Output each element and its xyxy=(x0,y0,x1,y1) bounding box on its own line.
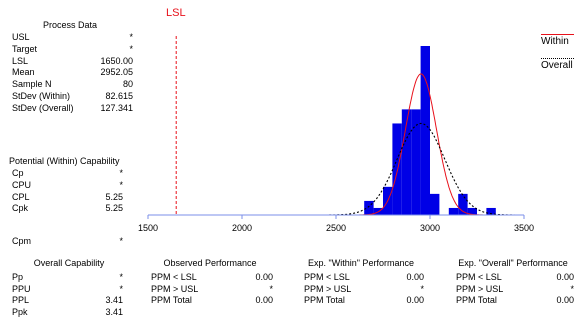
potential-label: Cp xyxy=(12,168,24,178)
process-data-value: 82.615 xyxy=(105,91,133,101)
histogram-bar xyxy=(430,193,440,215)
observed-value: * xyxy=(269,283,273,294)
observed-value: 0.00 xyxy=(255,272,273,282)
cpm-value: * xyxy=(119,236,123,246)
process-data-value: 1650.00 xyxy=(100,55,133,66)
exp-within-value: 0.00 xyxy=(406,272,424,282)
process-data-value: 127.341 xyxy=(100,102,133,113)
observed-value: 0.00 xyxy=(255,295,273,306)
overall-curve xyxy=(325,122,517,216)
within-curve xyxy=(358,73,484,216)
exp-within-label: PPM > USL xyxy=(304,283,352,294)
histogram-bar xyxy=(401,109,412,215)
potential-value: * xyxy=(119,179,123,190)
exp-overall-value: * xyxy=(570,283,574,294)
potential-label: CPL xyxy=(12,191,30,202)
potential-value: 5.25 xyxy=(105,191,123,202)
process-data-value: * xyxy=(129,32,133,42)
process-data-label: Mean xyxy=(12,67,35,78)
potential-value: 5.25 xyxy=(105,203,123,214)
exp-overall-label: PPM > USL xyxy=(456,283,504,294)
potential-label: CPU xyxy=(12,179,32,190)
process-data-label: USL xyxy=(12,32,30,42)
histogram-bar xyxy=(420,46,430,215)
observed-label: PPM < LSL xyxy=(151,272,197,282)
histogram-bar xyxy=(486,207,496,215)
exp-overall-value: 0.00 xyxy=(556,295,574,306)
exp-within-value: 0.00 xyxy=(406,295,424,306)
histogram-bar xyxy=(448,207,459,215)
potential-value: * xyxy=(119,168,123,178)
histogram-bar xyxy=(411,109,421,215)
process-data-label: StDev (Within) xyxy=(12,91,71,101)
x-axis-ticks: 1500 2000 2500 3000 3500 xyxy=(138,215,534,233)
legend-within-swatch xyxy=(541,34,574,35)
exp-overall-title: Exp. "Overall" Performance xyxy=(458,258,568,268)
histogram-bar xyxy=(467,207,477,215)
process-data-label: LSL xyxy=(12,55,29,66)
overall-title: Overall Capability xyxy=(33,258,105,268)
overall-value: 3.41 xyxy=(105,306,123,317)
overall-value: * xyxy=(119,283,123,294)
histogram-bar xyxy=(364,200,374,215)
exp-within-value: * xyxy=(420,283,424,294)
x-tick-label: 3500 xyxy=(514,223,534,233)
observed-label: PPM Total xyxy=(151,295,192,306)
x-tick-label: 3000 xyxy=(420,223,440,233)
overall-value: 3.41 xyxy=(105,295,123,306)
overall-value: * xyxy=(119,272,123,282)
process-data-value: 80 xyxy=(122,79,133,90)
process-data-value: * xyxy=(129,43,133,54)
observed-title: Observed Performance xyxy=(163,258,257,268)
exp-overall-label: PPM Total xyxy=(456,295,497,306)
lsl-label: LSL xyxy=(166,7,186,19)
x-tick-label: 2500 xyxy=(326,223,346,233)
overall-label: PPL xyxy=(12,295,30,306)
exp-within-label: PPM < LSL xyxy=(304,272,350,282)
legend-within-label: Within xyxy=(541,36,569,47)
observed-label: PPM > USL xyxy=(151,283,199,294)
process-data-label: Sample N xyxy=(12,79,52,90)
exp-within-title: Exp. "Within" Performance xyxy=(308,258,414,268)
process-data-value: 2952.05 xyxy=(100,67,133,78)
process-data-label: StDev (Overall) xyxy=(12,102,74,113)
exp-within-label: PPM Total xyxy=(304,295,345,306)
exp-overall-value: 0.00 xyxy=(556,272,574,282)
process-data-label: Target xyxy=(12,43,38,54)
exp-overall-label: PPM < LSL xyxy=(456,272,502,282)
overall-label: Pp xyxy=(12,272,24,282)
histogram-bar xyxy=(458,193,468,215)
potential-label: Cpk xyxy=(12,203,29,214)
process-data-title: Process Data xyxy=(42,20,98,30)
cpm-label: Cpm xyxy=(12,236,32,246)
legend-overall-swatch xyxy=(541,58,574,59)
x-tick-label: 2000 xyxy=(232,223,252,233)
x-tick-label: 1500 xyxy=(138,223,158,233)
overall-label: PPU xyxy=(12,283,31,294)
legend-overall-label: Overall xyxy=(541,60,573,71)
potential-title: Potential (Within) Capability xyxy=(9,156,120,166)
histogram-bar xyxy=(392,123,402,215)
overall-label: Ppk xyxy=(12,306,28,317)
